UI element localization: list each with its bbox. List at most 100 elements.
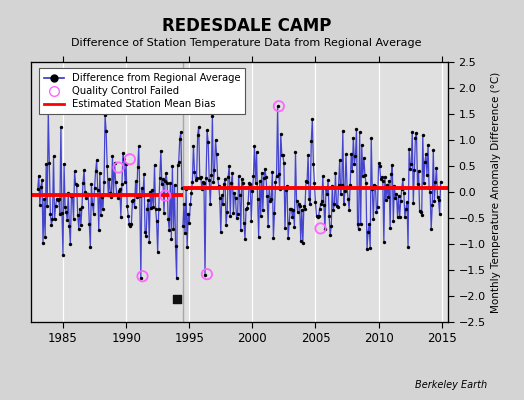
Point <box>71 180 80 187</box>
Point <box>333 204 342 210</box>
Point <box>118 181 126 188</box>
Point <box>275 103 283 109</box>
Point <box>60 160 68 167</box>
Point <box>367 135 375 141</box>
Point <box>238 176 246 182</box>
Point <box>61 204 69 210</box>
Point <box>203 271 211 277</box>
Point <box>73 212 82 218</box>
Point <box>386 225 395 231</box>
Point <box>105 176 114 182</box>
Y-axis label: Monthly Temperature Anomaly Difference (°C): Monthly Temperature Anomaly Difference (… <box>491 71 501 313</box>
Point <box>206 200 214 207</box>
Point <box>297 238 305 244</box>
Point <box>168 162 177 169</box>
Point <box>303 179 311 186</box>
Point <box>85 220 93 227</box>
Point <box>126 156 134 162</box>
Point <box>102 128 111 134</box>
Point <box>420 180 428 186</box>
Point <box>172 295 181 302</box>
Point <box>132 178 140 184</box>
Point <box>247 218 256 224</box>
Point <box>350 161 358 167</box>
Point <box>344 196 352 202</box>
Point <box>364 229 372 235</box>
Point <box>138 273 147 280</box>
Point <box>182 186 190 192</box>
Point <box>278 152 286 158</box>
Point <box>187 190 195 196</box>
Point <box>167 235 176 242</box>
Point <box>172 274 181 281</box>
Point <box>44 108 52 114</box>
Point <box>194 123 203 130</box>
Point <box>337 182 346 188</box>
Point <box>208 113 216 119</box>
Point <box>276 186 284 192</box>
Point <box>35 172 43 179</box>
Point <box>322 184 330 191</box>
Point <box>248 188 257 195</box>
Point <box>412 130 421 136</box>
Point <box>245 180 254 186</box>
Point <box>191 176 200 183</box>
Point <box>156 175 164 182</box>
Point <box>432 165 441 171</box>
Point <box>256 178 264 184</box>
Point <box>207 172 215 178</box>
Point <box>166 180 174 186</box>
Point <box>143 205 151 212</box>
Point <box>366 245 374 251</box>
Point <box>349 134 357 141</box>
Point <box>159 176 167 182</box>
Point <box>123 203 132 209</box>
Point <box>177 129 185 135</box>
Point <box>211 137 220 143</box>
Point <box>40 196 48 203</box>
Point <box>128 198 137 204</box>
Point <box>70 168 79 174</box>
Point <box>380 239 388 246</box>
Point <box>259 206 267 213</box>
Point <box>179 223 187 230</box>
Point <box>241 236 249 242</box>
Point <box>94 227 103 234</box>
Point <box>215 195 224 201</box>
Point <box>408 128 417 135</box>
Point <box>363 246 371 252</box>
Point <box>284 235 292 241</box>
Point <box>38 177 46 184</box>
Point <box>163 180 171 186</box>
Point <box>37 183 45 190</box>
Point <box>378 174 386 180</box>
Point <box>221 176 229 182</box>
Point <box>243 205 252 211</box>
Point <box>98 194 106 200</box>
Point <box>214 182 223 189</box>
Point <box>81 189 89 195</box>
Point <box>358 173 367 180</box>
Point <box>433 194 442 200</box>
Point <box>374 160 383 167</box>
Point <box>36 202 44 208</box>
Point <box>316 201 325 208</box>
Point <box>160 210 168 216</box>
Point <box>230 189 238 196</box>
Point <box>82 195 90 201</box>
Point <box>244 200 253 206</box>
Point <box>224 174 232 180</box>
Text: REDESDALE CAMP: REDESDALE CAMP <box>161 17 331 35</box>
Point <box>250 143 259 149</box>
Point <box>246 181 255 188</box>
Point <box>425 185 433 191</box>
Point <box>138 185 146 191</box>
Point <box>261 166 269 173</box>
Point <box>173 162 182 169</box>
Point <box>339 128 347 134</box>
Point <box>283 183 291 190</box>
Point <box>384 194 392 200</box>
Point <box>257 212 265 219</box>
Point <box>306 201 314 208</box>
Point <box>237 227 245 233</box>
